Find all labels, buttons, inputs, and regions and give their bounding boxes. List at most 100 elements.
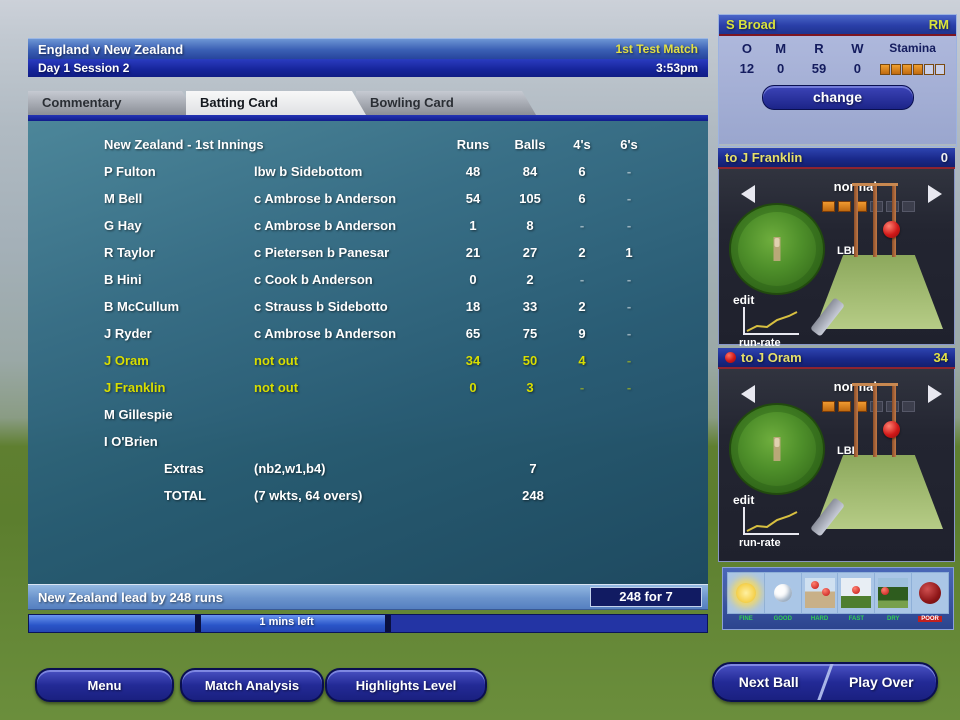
field-view[interactable]: [729, 403, 825, 495]
run-rate-label: run-rate: [739, 337, 781, 349]
score-box: 248 for 7: [590, 587, 702, 607]
bowler-name: S Broad: [726, 17, 776, 32]
batting-row: M Gillespie: [28, 401, 708, 428]
col-sixes: 6's: [620, 137, 638, 152]
light-ball-icon[interactable]: [764, 573, 801, 613]
batting-row: M Bell c Ambrose b Anderson 54 105 6 -: [28, 185, 708, 212]
progress-tick: [384, 615, 391, 632]
progress-tick: [195, 615, 202, 632]
condition-label: FINE: [739, 616, 753, 622]
bowler-panel: S Broad RM O M R W Stamina 12 0 59 0 cha…: [718, 14, 957, 147]
col-balls: Balls: [514, 137, 546, 152]
col-runs-conceded: R: [814, 41, 824, 56]
match-analysis-button[interactable]: Match Analysis: [180, 668, 324, 702]
cell-name: I O'Brien: [104, 434, 158, 449]
highlights-level-button[interactable]: Highlights Level: [325, 668, 487, 702]
extras-row: Extras (nb2,w1,b4) 7: [28, 455, 708, 482]
cell-name: M Gillespie: [104, 407, 173, 422]
tab-batting-card[interactable]: Batting Card: [186, 91, 366, 115]
status-bar: New Zealand lead by 248 runs 248 for 7: [28, 584, 708, 610]
aggression-left-arrow[interactable]: [741, 385, 755, 403]
tab-bowling-card[interactable]: Bowling Card: [356, 91, 536, 115]
cell-dismissal: lbw b Sidebottom: [254, 164, 363, 179]
menu-button[interactable]: Menu: [35, 668, 174, 702]
play-controls: Next Ball Play Over: [712, 662, 938, 702]
cell-name: J Franklin: [104, 380, 166, 395]
cell-fours: 4: [578, 353, 586, 368]
total-value: 248: [522, 488, 544, 503]
session-label: Day 1 Session 2: [38, 61, 130, 75]
bowler-stat-headers: O M R W Stamina: [719, 36, 956, 56]
outfield-icon[interactable]: [875, 573, 912, 613]
bowler-maidens: 0: [776, 61, 785, 76]
run-rate-chart[interactable]: [743, 507, 799, 535]
batting-row: J Ryder c Ambrose b Anderson 65 75 9 -: [28, 320, 708, 347]
cell-runs: 0: [469, 380, 477, 395]
sun-icon[interactable]: [728, 573, 764, 613]
col-overs: O: [741, 41, 752, 56]
cell-name: G Hay: [104, 218, 142, 233]
col-maidens: M: [775, 41, 787, 56]
edit-field-button[interactable]: edit: [733, 293, 755, 307]
aggression-right-arrow[interactable]: [928, 185, 942, 203]
conditions-labels: FINE GOOD HARD FAST DRY POOR: [723, 614, 953, 622]
pitch-mode-label: LBI: [837, 245, 855, 257]
cell-fours: 6: [578, 191, 586, 206]
cell-name: P Fulton: [104, 164, 156, 179]
bowler-type: RM: [928, 17, 949, 32]
cell-name: R Taylor: [104, 245, 156, 260]
cell-runs: 48: [465, 164, 481, 179]
cell-runs: 54: [465, 191, 481, 206]
wear-icon[interactable]: [912, 573, 948, 613]
batting-rows: P Fulton lbw b Sidebottom 48 84 6- M Bell c Am…: [28, 158, 708, 455]
bowler-wickets: 0: [853, 61, 861, 76]
aggression-right-arrow[interactable]: [928, 385, 942, 403]
play-over-button[interactable]: Play Over: [848, 674, 914, 690]
extras-detail: (nb2,w1,b4): [254, 461, 326, 476]
clock-time: 3:53pm: [655, 61, 698, 75]
cell-dismissal: not out: [254, 353, 299, 368]
cell-runs: 18: [465, 299, 481, 314]
batting-card-content: New Zealand - 1st Innings Runs Balls 4's…: [28, 121, 708, 584]
cell-dismissal: c Pietersen b Panesar: [254, 245, 390, 260]
cell-dismissal: not out: [254, 380, 299, 395]
tab-commentary[interactable]: Commentary: [28, 91, 196, 115]
cell-runs: 21: [465, 245, 481, 260]
cell-sixes: 1: [625, 245, 633, 260]
aggression-left-arrow[interactable]: [741, 185, 755, 203]
cell-fours: 9: [578, 326, 586, 341]
cell-sixes: -: [626, 299, 632, 314]
cell-balls: 105: [519, 191, 541, 206]
cell-balls: 3: [526, 380, 534, 395]
bowler-stat-values: 12 0 59 0: [719, 56, 956, 76]
edit-field-button[interactable]: edit: [733, 493, 755, 507]
bowler-header: S Broad RM: [719, 15, 956, 36]
condition-label: POOR: [912, 616, 948, 622]
match-title: England v New Zealand: [38, 41, 184, 57]
batsman-header: to J Franklin 0: [718, 148, 955, 169]
cell-name: J Oram: [104, 353, 149, 368]
run-rate-chart[interactable]: [743, 307, 799, 335]
condition-label: DRY: [887, 616, 900, 622]
cell-dismissal: c Strauss b Sidebotto: [254, 299, 388, 314]
pitch-pace-icon[interactable]: [838, 573, 875, 613]
session-progress-bar: 1 mins left: [28, 614, 708, 633]
pitch-bounce-icon[interactable]: [801, 573, 838, 613]
batting-row: B Hini c Cook b Anderson 0 2 - -: [28, 266, 708, 293]
cell-balls: 27: [522, 245, 538, 260]
next-ball-button[interactable]: Next Ball: [738, 674, 799, 690]
match-type-label: 1st Test Match: [615, 42, 698, 56]
tab-underline: [28, 115, 708, 121]
field-view[interactable]: [729, 203, 825, 295]
batting-row: G Hay c Ambrose b Anderson 1 8 - -: [28, 212, 708, 239]
cell-dismissal: c Cook b Anderson: [254, 272, 373, 287]
cell-balls: 8: [526, 218, 534, 233]
cell-runs: 0: [469, 272, 477, 287]
batsman-panel: to J Oram 34 normal edit run-rate: [718, 348, 955, 562]
batsman-panel: to J Franklin 0 normal edit run-rate: [718, 148, 955, 349]
cell-fours: -: [579, 272, 585, 287]
change-bowler-button[interactable]: change: [761, 85, 914, 110]
stumps-icon: [852, 183, 898, 257]
stamina-bar: [875, 64, 950, 75]
batsman-body: normal edit run-rate LBI: [718, 369, 955, 562]
